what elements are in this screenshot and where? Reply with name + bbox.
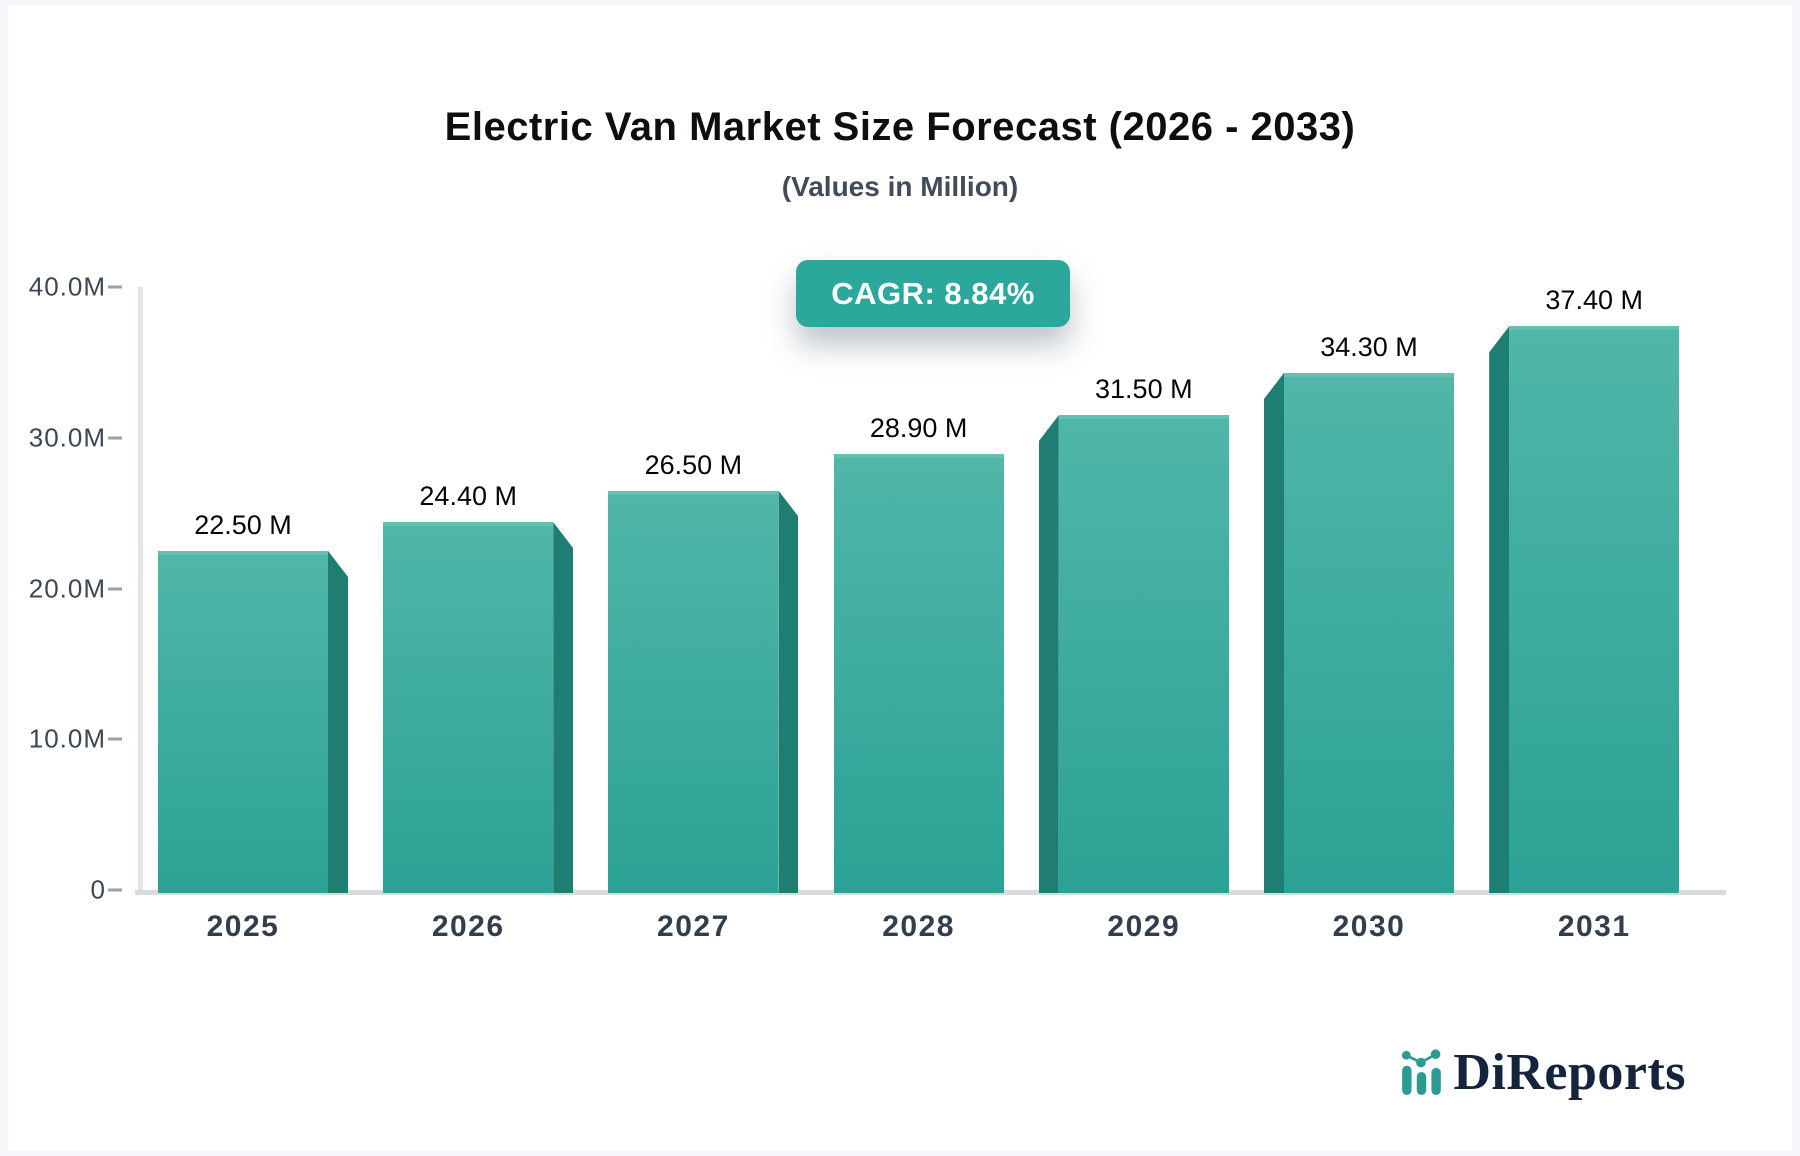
bar-value-label: 26.50 M [644,449,743,480]
bar[interactable] [833,454,1004,893]
bar-value-label: 37.40 M [1545,285,1643,316]
logo-text: DiReports [1453,1043,1686,1101]
bar-side-face [778,490,799,893]
y-axis-tick-mark [108,285,122,289]
bar-value-label: 22.50 M [194,509,292,540]
chart-subtitle: (Values in Million) [781,171,1019,202]
bar-line-chart-icon [1402,1049,1442,1095]
bar-side-face [1038,415,1059,893]
bar-value-label: 28.90 M [869,413,968,444]
x-axis-category-label: 2031 [1557,910,1631,943]
x-axis-category-label: 2029 [1107,910,1181,943]
y-axis-line [138,287,143,894]
y-axis-tick-label: 0 [90,874,106,905]
cagr-badge: CAGR: 8.84% [796,260,1070,327]
y-axis-tick-mark [108,436,122,440]
bar[interactable] [608,490,779,893]
bar[interactable] [1058,415,1229,893]
bar-chart-plot: 40.0M 30.0M 20.0M 10.0M 0 22.50 M 2025 24.40 M 2… [8,5,1792,1151]
y-axis-tick-label: 10.0M [28,723,106,754]
bar-side-face [553,522,574,893]
y-axis-tick-mark [108,737,122,741]
y-axis-tick-label: 40.0M [28,271,106,302]
y-axis-tick-label: 30.0M [28,422,106,453]
bar-side-face [1489,326,1510,893]
chart-title: Electric Van Market Size Forecast (2026 … [444,105,1356,149]
bar[interactable] [158,550,328,893]
x-axis-category-label: 2030 [1332,910,1406,943]
y-axis-tick-mark [108,888,122,892]
y-axis-tick-mark [108,587,122,590]
bar-value-label: 34.30 M [1320,331,1418,362]
bar[interactable] [1509,326,1680,893]
x-axis-category-label: 2027 [657,910,730,943]
chart-card: Electric Van Market Size Forecast (2026 … [8,5,1792,1151]
bar-value-label: 24.40 M [419,481,517,512]
bar-side-face [328,550,348,893]
y-axis-tick-label: 20.0M [28,573,106,603]
bar[interactable] [1284,372,1454,893]
bar[interactable] [383,522,554,893]
x-axis-category-label: 2026 [431,910,505,943]
bar-side-face [1264,372,1284,893]
bar-value-label: 31.50 M [1095,374,1193,405]
direports-logo[interactable]: DiReports [1399,1033,1686,1111]
x-axis-category-label: 2028 [882,910,955,943]
x-axis-category-label: 2025 [206,910,280,943]
